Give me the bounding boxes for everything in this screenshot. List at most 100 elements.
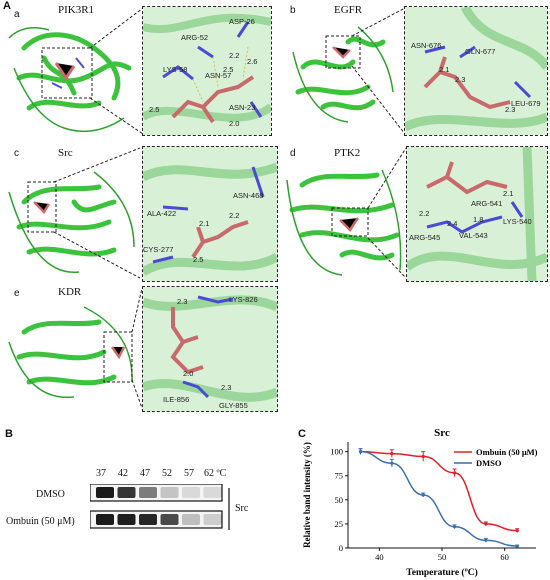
y-tick-label: 75: [335, 471, 344, 481]
temperature-label: 42: [118, 468, 128, 479]
data-point: [452, 471, 457, 475]
data-point: [484, 538, 488, 542]
protein-name-kdr: KDR: [58, 286, 82, 298]
sub-letter-b: b: [290, 5, 296, 16]
kdr-zoom-image: [143, 287, 277, 411]
data-point: [358, 450, 363, 454]
residue-label: GLN-677: [465, 47, 496, 56]
residue-label: CYS-277: [143, 245, 174, 254]
y-tick-label: 100: [330, 447, 343, 457]
x-tick-label: 40: [375, 552, 384, 562]
distance-label: 2.2: [229, 211, 240, 220]
x-tick-label: 50: [438, 552, 447, 562]
distance-label: 2.1: [439, 65, 450, 74]
series-line: [360, 450, 518, 547]
distance-label: 2.5: [223, 65, 234, 74]
temperature-label: 57: [184, 468, 194, 479]
data-point: [390, 461, 394, 465]
y-axis-label: Relative band intensity (%): [302, 442, 312, 548]
residue-label: VAL-543: [459, 231, 488, 240]
distance-label: 2.2: [229, 51, 240, 60]
sub-letter-c: c: [14, 148, 19, 159]
distance-label: 2.3: [505, 105, 516, 114]
src-structure-image: [8, 171, 135, 273]
blot-target-label: Src: [235, 503, 249, 514]
distance-label: 2.3: [455, 75, 466, 84]
distance-label: 2.4: [447, 219, 458, 228]
distance-label: 2.1: [199, 219, 210, 228]
egfr-zoom-image: [405, 7, 547, 135]
temperature-label: 62 ºC: [204, 468, 227, 479]
western-blot-image: [90, 484, 223, 529]
legend-entry: Ombuin (50 μM): [476, 447, 538, 457]
distance-label: 2.0: [229, 119, 240, 128]
residue-label: ASN-676: [411, 41, 442, 50]
blot-row-label-dmso: DMSO: [36, 489, 65, 500]
legend-entry: DMSO: [476, 458, 502, 468]
blot-band: [96, 487, 114, 498]
distance-label: 2.3: [221, 383, 232, 392]
panel-a-letter: A: [3, 0, 11, 12]
ptk2-zoom-panel: ARG-541 LYS-540 ARG-545 VAL-543 2.1 2.2 …: [406, 146, 548, 282]
kdr-zoom-connector: [131, 287, 143, 409]
distance-label: 2.5: [193, 255, 204, 264]
residue-label: LEU-679: [511, 99, 541, 108]
blot-band: [96, 514, 114, 525]
thermal-shift-chart: Src 0 25 50 75 100 40 50 60 Temperature (ºC) Relat…: [302, 427, 538, 578]
blot-band: [117, 487, 136, 498]
residue-label: LYS-58: [163, 65, 188, 74]
temperature-label: 52: [162, 468, 172, 479]
pik3r1-structure-image: [8, 27, 132, 133]
egfr-structure-image: [292, 26, 394, 123]
residue-label: ALA-422: [147, 209, 177, 218]
blot-band: [182, 514, 200, 525]
distance-label: 1.8: [473, 215, 484, 224]
blot-band: [117, 514, 136, 525]
data-point: [421, 454, 425, 459]
distance-label: 2.0: [183, 369, 194, 378]
blot-band: [139, 514, 157, 525]
blot-band: [160, 514, 179, 525]
data-point: [452, 525, 457, 529]
x-tick-label: 60: [500, 552, 509, 562]
blot-band: [160, 487, 179, 498]
kdr-zoom-panel: LYS-826 ILE-856 GLY-855 2.3 2.0 2.3: [142, 286, 278, 412]
pik3r1-zoom-connector: [89, 7, 144, 135]
kdr-structure-image: [8, 306, 133, 399]
blot-band: [203, 487, 222, 498]
blot-band: [139, 487, 157, 498]
protein-name-ptk2: PTK2: [334, 147, 361, 159]
src-zoom-panel: ASN-468 ALA-422 CYS-277 2.1 2.2 2.5: [142, 146, 278, 282]
residue-label: GLY-855: [219, 401, 248, 410]
residue-label: ASN-23: [229, 103, 256, 112]
distance-label: 2.1: [503, 189, 514, 198]
sub-letter-e: e: [14, 288, 20, 299]
residue-label: ASP-26: [229, 17, 255, 26]
ptk2-zoom-connector: [367, 147, 407, 279]
residue-label: ASN-57: [205, 71, 232, 80]
temperature-label: 47: [140, 468, 150, 479]
distance-label: 2.5: [149, 105, 160, 114]
residue-label: ARG-52: [181, 33, 209, 42]
protein-name-egfr: EGFR: [334, 4, 363, 16]
sub-letter-a: a: [14, 9, 20, 20]
data-point: [390, 451, 394, 456]
src-zoom-image: [143, 147, 277, 281]
ptk2-structure-image: [286, 169, 402, 276]
pik3r1-zoom-panel: ARG-52 ASP-26 LYS-58 ASN-57 ASN-23 2.2 2…: [142, 6, 272, 136]
data-point: [515, 529, 519, 533]
protein-name-src: Src: [58, 147, 73, 159]
panel-b-letter: B: [5, 428, 13, 440]
residue-label: LYS-540: [503, 217, 532, 226]
series-line: [360, 450, 518, 532]
y-tick-label: 50: [335, 495, 344, 505]
residue-label: ASN-468: [233, 191, 264, 200]
distance-label: 2.2: [419, 209, 430, 218]
temperature-label: 37: [96, 468, 106, 479]
y-tick-label: 25: [335, 519, 344, 529]
egfr-zoom-connector: [351, 7, 406, 135]
x-axis-label: Temperature (ºC): [406, 567, 477, 578]
egfr-zoom-panel: ASN-676 GLN-677 LEU-679 2.1 2.3 2.3: [404, 6, 548, 136]
chart-title: Src: [434, 427, 450, 439]
y-tick-label: 0: [339, 543, 343, 553]
